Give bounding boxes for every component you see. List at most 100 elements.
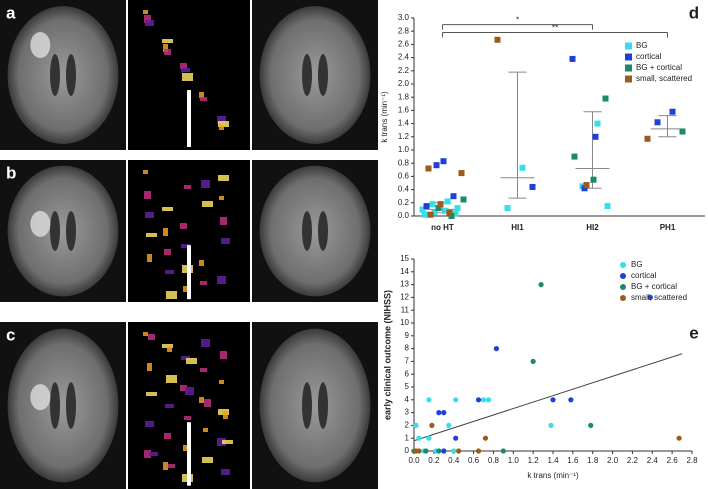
data-point — [425, 165, 432, 172]
data-point — [444, 198, 451, 205]
perfusion-spot — [182, 73, 193, 81]
data-point — [460, 196, 467, 203]
brain — [259, 165, 371, 297]
data-point — [450, 193, 457, 200]
perfusion-spot — [218, 121, 229, 127]
lesion — [30, 32, 51, 58]
data-point — [676, 435, 682, 441]
perfusion-spot — [219, 380, 224, 384]
y-tick-label: 10 — [400, 318, 409, 327]
perfusion-spot — [199, 397, 204, 403]
perfusion-spot — [144, 450, 151, 458]
legend-swatch — [620, 295, 626, 301]
x-tick-label: 2.4 — [647, 456, 659, 465]
data-point — [416, 435, 422, 441]
perfusion-spot — [181, 356, 190, 360]
data-point — [454, 205, 461, 212]
data-point — [592, 133, 599, 140]
significance: ** — [552, 24, 558, 33]
data-point — [440, 158, 447, 165]
y-tick-label: 8 — [405, 344, 410, 353]
ventricle — [318, 382, 328, 429]
data-point — [604, 203, 611, 210]
perfusion-spot — [162, 39, 173, 43]
data-point — [426, 397, 432, 403]
data-point — [571, 153, 578, 160]
legend-label: BG — [636, 41, 648, 50]
perfusion-spot — [181, 244, 190, 248]
data-point — [679, 128, 686, 135]
y-tick-label: 2 — [405, 421, 410, 430]
data-point — [519, 164, 526, 171]
perfusion-spot — [221, 238, 230, 244]
perfusion-spot — [143, 332, 148, 336]
perfusion-spot — [147, 254, 152, 262]
x-tick-label: 2.0 — [607, 456, 619, 465]
y-tick-label: 0.8 — [398, 158, 410, 167]
y-tick-label: 1.2 — [398, 132, 410, 141]
perfusion-spot — [202, 201, 213, 207]
legend-swatch — [620, 284, 626, 290]
perfusion-spot — [143, 170, 148, 174]
perfusion-spot — [167, 346, 172, 352]
perfusion-spot — [146, 392, 157, 396]
data-point — [538, 282, 544, 288]
legend-label: cortical — [636, 52, 662, 61]
perfusion-spot — [148, 334, 155, 340]
x-tick-label: 0.6 — [468, 456, 480, 465]
ventricle — [66, 382, 76, 429]
x-tick-label: 1.8 — [587, 456, 599, 465]
perfusion-spot — [185, 387, 194, 395]
midline — [187, 90, 191, 147]
data-point — [451, 448, 457, 454]
data-point — [594, 120, 601, 127]
perfusion-spot — [163, 228, 168, 236]
perfusion-spot — [147, 363, 152, 371]
panel-label: d — [689, 3, 699, 22]
x-tick-label: 1.2 — [528, 456, 540, 465]
ventricle — [318, 54, 328, 96]
data-point — [442, 207, 449, 214]
brain — [7, 6, 119, 144]
panel-label: e — [689, 323, 698, 342]
ventricle — [318, 211, 328, 251]
legend-swatch — [625, 75, 632, 83]
y-tick-label: 13 — [400, 280, 409, 289]
perfusion-spot — [219, 126, 224, 130]
perfusion-spot — [168, 464, 175, 468]
perfusion-spot — [143, 10, 148, 14]
data-point — [436, 448, 442, 454]
data-point — [431, 209, 438, 216]
x-tick-label: HI2 — [586, 223, 599, 232]
lesion — [30, 384, 51, 411]
y-tick-label: 1 — [405, 433, 410, 442]
y-tick-label: 12 — [400, 293, 409, 302]
data-point — [458, 170, 465, 177]
perfusion-spot — [144, 191, 151, 199]
y-tick-label: 3 — [405, 408, 410, 417]
panel-label: a — [6, 3, 16, 22]
data-point — [581, 185, 588, 192]
data-point — [588, 422, 594, 428]
perfusion-spot — [184, 416, 191, 420]
data-point — [453, 435, 459, 441]
data-point — [500, 448, 506, 454]
perfusion-spot — [199, 92, 204, 98]
data-point — [441, 448, 447, 454]
y-tick-label: 4 — [405, 395, 410, 404]
y-tick-label: 15 — [400, 254, 409, 263]
perfusion-spot — [204, 399, 211, 407]
y-axis-label: k trans (min⁻¹) — [380, 91, 389, 143]
data-point — [456, 448, 462, 454]
significance: * — [516, 16, 519, 25]
legend-label: BG — [631, 260, 643, 269]
perfusion-spot — [181, 68, 190, 72]
trendline — [413, 353, 683, 442]
data-point — [441, 410, 447, 416]
data-point — [475, 397, 482, 403]
brain — [259, 6, 371, 144]
y-tick-label: 0.6 — [398, 172, 410, 181]
ventricle — [50, 211, 60, 251]
perfusion-spot — [201, 180, 210, 188]
